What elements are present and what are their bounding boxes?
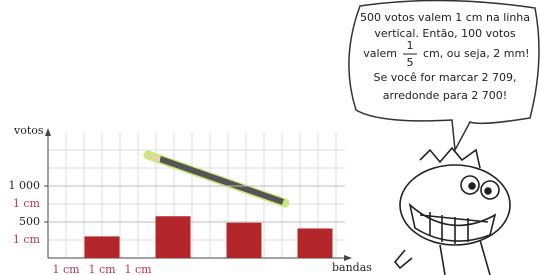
- bubble-text: vertical. Então, 100 votos: [374, 27, 515, 40]
- cartoon: [395, 148, 510, 275]
- bubble-text: valem: [363, 47, 397, 60]
- x-axis-label: bandas: [332, 261, 372, 274]
- fraction-denominator: 5: [407, 56, 414, 69]
- x-scale-label: 1 cm: [52, 263, 80, 275]
- scale-annotation: 1 cm: [13, 197, 41, 210]
- bubble-text: cm, ou seja, 2 mm!: [423, 47, 530, 60]
- x-scale-label: 1 cm: [88, 263, 116, 275]
- y-tick-label: 1 000: [9, 179, 41, 192]
- chart: votos bandas 500 1 000 1 cm 1 cm 1 cm 1 cm 1 c…: [0, 0, 541, 275]
- bubble-text: Se você for marcar 2 709,: [374, 71, 517, 84]
- bar: [227, 223, 262, 258]
- fraction-numerator: 1: [407, 39, 414, 52]
- bubble-text: arredonde para 2 700!: [383, 89, 507, 102]
- y-tick-label: 500: [19, 215, 40, 228]
- y-axis-label: votos: [13, 124, 44, 137]
- bar: [85, 236, 120, 258]
- bar: [298, 228, 333, 258]
- bubble-text: 500 votos valem 1 cm na linha: [360, 11, 530, 24]
- x-scale-label: 1 cm: [124, 263, 152, 275]
- y-arrow: [45, 128, 51, 136]
- bar: [156, 216, 191, 258]
- scale-annotation: 1 cm: [13, 233, 41, 246]
- page: votos bandas 500 1 000 1 cm 1 cm 1 cm 1 cm 1 c…: [0, 0, 541, 275]
